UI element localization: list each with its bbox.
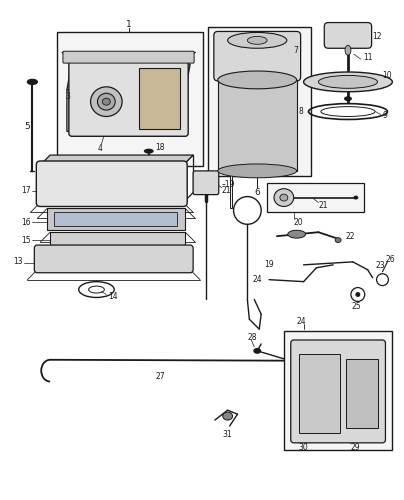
Ellipse shape [354,196,358,200]
Text: 5: 5 [25,122,30,131]
Bar [267,183,364,212]
Text: 4: 4 [97,144,102,152]
Text: 16: 16 [21,218,30,227]
Text: 1: 1 [126,20,132,29]
Ellipse shape [253,348,261,354]
Bar [208,28,311,176]
Text: 21: 21 [318,201,328,210]
Ellipse shape [280,194,288,201]
Ellipse shape [247,36,267,44]
Text: 9: 9 [383,111,387,120]
Bar [139,68,180,130]
Text: 21: 21 [222,186,231,195]
Bar [40,165,183,202]
FancyBboxPatch shape [36,161,187,206]
Text: 7: 7 [294,46,299,54]
Ellipse shape [227,32,287,48]
Ellipse shape [318,76,378,88]
Text: 20: 20 [294,218,303,227]
Text: 6: 6 [255,188,260,197]
Text: 17: 17 [21,186,30,195]
Text: 14: 14 [108,292,118,301]
Text: 24: 24 [297,316,306,326]
FancyBboxPatch shape [218,80,297,171]
Text: 23: 23 [376,262,385,270]
Text: 19: 19 [264,260,274,270]
Bar [54,212,177,226]
FancyBboxPatch shape [324,22,372,48]
Text: 3: 3 [66,92,71,101]
Ellipse shape [102,98,110,105]
Text: 31: 31 [223,430,232,440]
FancyBboxPatch shape [291,340,385,443]
Text: 8: 8 [299,107,303,116]
Text: 27: 27 [156,372,165,381]
Bar [229,159,231,208]
Text: 28: 28 [247,332,257,342]
Text: 15: 15 [21,236,30,244]
Ellipse shape [356,292,360,297]
Text: 22: 22 [346,232,356,240]
FancyBboxPatch shape [63,51,194,63]
FancyBboxPatch shape [34,245,193,272]
Ellipse shape [335,238,341,242]
Ellipse shape [345,46,351,55]
Text: 29: 29 [351,444,360,452]
Bar [50,232,185,245]
Text: 12: 12 [372,32,382,41]
Ellipse shape [218,164,297,178]
Text: 30: 30 [299,444,308,452]
Ellipse shape [218,71,297,89]
Polygon shape [67,62,190,92]
FancyBboxPatch shape [214,32,301,81]
Ellipse shape [274,188,294,206]
Text: 10: 10 [383,72,392,80]
Bar [57,32,203,166]
Text: 26: 26 [385,256,395,264]
Ellipse shape [344,96,352,101]
Polygon shape [40,155,193,165]
Ellipse shape [288,230,305,238]
Ellipse shape [27,80,37,84]
Bar [284,331,392,450]
Ellipse shape [223,412,233,420]
Text: 11: 11 [363,52,372,62]
Text: 18: 18 [156,142,165,152]
Ellipse shape [303,72,392,92]
Bar [346,359,378,428]
Text: 25: 25 [351,302,361,311]
FancyBboxPatch shape [69,59,188,136]
Text: 24: 24 [252,275,262,284]
Bar [47,208,185,230]
Polygon shape [67,90,185,134]
Ellipse shape [97,94,115,110]
Text: –19: –19 [222,180,235,189]
Ellipse shape [144,148,154,154]
FancyBboxPatch shape [193,171,219,194]
Bar [299,354,340,433]
Ellipse shape [90,87,122,117]
Text: 13: 13 [13,258,23,266]
Text: 2: 2 [160,82,165,92]
